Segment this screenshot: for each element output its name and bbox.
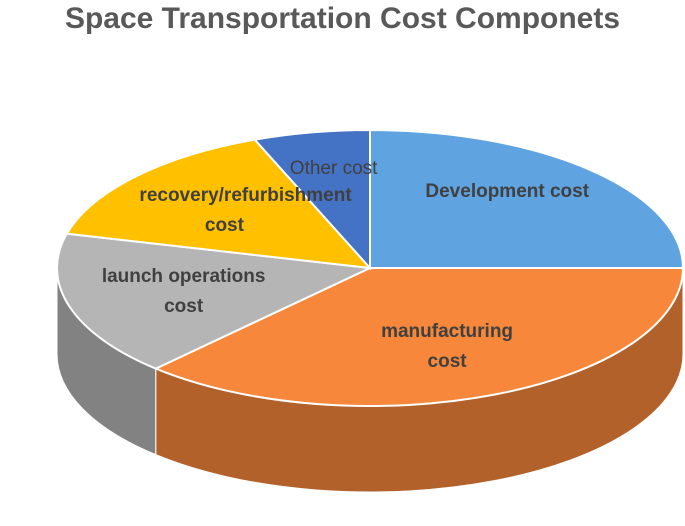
slice-label: recovery/refurbishment cost xyxy=(139,185,352,237)
slice xyxy=(153,267,685,407)
slice-label: Other cost xyxy=(289,157,378,179)
slice xyxy=(252,128,371,271)
slice xyxy=(369,128,685,269)
slice-label: launch operations cost xyxy=(101,265,266,317)
chart-title: Space Transportation Cost Componets xyxy=(64,2,621,35)
slice xyxy=(56,232,374,370)
slice xyxy=(65,138,373,270)
slice-label: manufacturing cost xyxy=(381,320,514,372)
slice-label: Development cost xyxy=(425,181,590,203)
